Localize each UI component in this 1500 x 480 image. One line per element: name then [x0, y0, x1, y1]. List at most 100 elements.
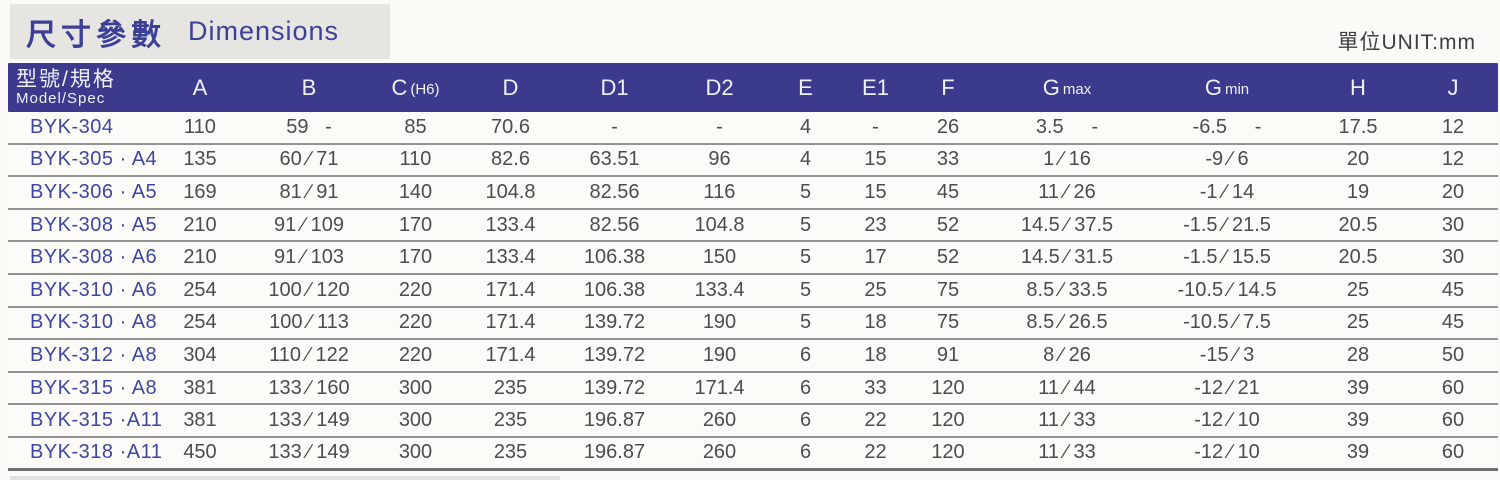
cell-J: 20 [1441, 180, 1465, 203]
cell-A: 110 [184, 115, 216, 138]
header-F: F [941, 74, 955, 100]
cell-Gmax: 14.5 ∕ 37.5 [1020, 213, 1114, 236]
cell-H: 28 [1346, 343, 1370, 366]
cell-model: BYK-304 [30, 115, 114, 138]
cell-D1: 106.38 [583, 278, 646, 301]
cell-Gmin: -12 ∕ 10 [1194, 441, 1260, 464]
header-D2: D2 [705, 74, 734, 100]
cell-D1: 106.38 [583, 246, 646, 269]
cell-E1: 18 [864, 343, 887, 366]
cell-D: 104.8 [485, 180, 536, 203]
cell-D1: 139.72 [583, 376, 646, 399]
cell-H: 39 [1346, 441, 1370, 464]
cell-model: BYK-315 · A8 [30, 376, 158, 399]
model-header-en: Model/Spec [16, 89, 106, 107]
unit-label: 單位UNIT:mm [1337, 31, 1476, 54]
cell-J: 50 [1441, 343, 1465, 366]
cell-Gmin: -15 ∕ 3 [1199, 343, 1255, 366]
cell-D2: 260 [702, 409, 737, 432]
cell-C: 85 [404, 115, 427, 138]
cell-D1: 139.72 [583, 311, 646, 334]
table-row: BYK-310 · A6 254 100 ∕ 120 220 171.4 106.38 13… [8, 274, 1498, 308]
cell-D2: 116 [703, 180, 736, 203]
cell-D: 235 [493, 409, 528, 432]
cell-C: 300 [398, 441, 433, 464]
cell-B: 133 ∕ 149 [268, 409, 350, 432]
cell-Gmin: -1 ∕ 14 [1199, 180, 1255, 203]
cell-H: 20.5 [1338, 213, 1378, 236]
cell-F: 52 [936, 246, 960, 269]
cell-model: BYK-308 · A5 [30, 213, 158, 236]
cell-C: 140 [398, 180, 433, 203]
cell-E1: 17 [864, 246, 887, 269]
cell-D1: 196.87 [583, 441, 646, 464]
header-D1: D1 [600, 74, 629, 100]
cell-D: 133.4 [485, 246, 536, 269]
cell-H: 19 [1346, 180, 1370, 203]
cell-B: 133 ∕ 160 [268, 376, 350, 399]
table-row: BYK-305 · A4 135 60 ∕ 71 110 82.6 63.51 96 4 15 3… [8, 144, 1498, 178]
cell-D2: 171.4 [694, 376, 745, 399]
cell-D: 82.6 [491, 148, 530, 171]
cell-E: 6 [799, 376, 812, 399]
cell-model: BYK-308 · A6 [30, 246, 158, 269]
header-E: E [798, 74, 813, 100]
table-row: BYK-315 ·A11 381 133 ∕ 149 300 235 196.87 260 6… [8, 405, 1498, 438]
header-E1: E1 [862, 74, 889, 100]
cell-F: 120 [931, 376, 965, 399]
cell-model: BYK-305 · A4 [30, 148, 158, 171]
section-title-block: 尺寸參數 Dimensions [10, 4, 390, 59]
cell-B: 91 ∕ 103 [273, 246, 345, 269]
cell-H: 20.5 [1338, 246, 1378, 269]
table-row: BYK-308 · A5 210 91 ∕ 109 170 133.4 82.56 104.… [8, 209, 1498, 243]
cell-Gmax: 8.5 ∕ 26.5 [1026, 311, 1108, 334]
cell-D: 133.4 [485, 213, 536, 236]
header-B: B [301, 74, 317, 100]
cell-B: 100 ∕ 113 [269, 311, 349, 334]
cell-D1: 196.87 [583, 409, 646, 432]
cell-model: BYK-318 ·A11 [30, 441, 163, 464]
cell-D: 235 [493, 376, 528, 399]
cell-E: 5 [799, 180, 812, 203]
cell-Gmin: -12 ∕ 21 [1194, 376, 1260, 399]
cell-B: 59 - [286, 115, 332, 138]
table-row: BYK-304 110 59 - 85 70.6 - - 4 - 26 3.5 - -6.5 - 17.… [8, 112, 1498, 145]
cell-B: 81 ∕ 91 [279, 180, 339, 203]
cell-F: 33 [936, 148, 960, 171]
header-J: J [1447, 74, 1459, 100]
cell-A: 210 [183, 213, 217, 236]
cell-E1: 33 [864, 376, 887, 399]
cell-model: BYK-310 · A8 [30, 311, 158, 334]
cell-Gmax: 11 ∕ 33 [1038, 409, 1096, 432]
cell-E: 5 [799, 213, 812, 236]
cell-E: 5 [799, 246, 812, 269]
cell-B: 133 ∕ 149 [268, 441, 350, 464]
cell-C: 300 [398, 409, 433, 432]
cell-Gmax: 11 ∕ 33 [1038, 441, 1096, 464]
header-model-spec: 型號/規格 Model/Spec [8, 63, 150, 112]
cell-C: 220 [398, 278, 433, 301]
cell-D1: 82.56 [589, 180, 640, 203]
cell-B: 110 ∕ 122 [269, 343, 349, 366]
cell-model: BYK-312 · A8 [30, 343, 158, 366]
cell-E: 6 [799, 409, 812, 432]
cell-D1: 82.56 [589, 213, 640, 236]
cell-E: 4 [799, 148, 812, 171]
cell-B: 60 ∕ 71 [279, 148, 339, 171]
cell-J: 12 [1441, 148, 1465, 171]
cell-Gmin: -10.5 ∕ 7.5 [1183, 311, 1271, 334]
table-body: BYK-304 110 59 - 85 70.6 - - 4 - 26 3.5 - -6.5 - 17.… [8, 112, 1498, 471]
cell-Gmax: 11 ∕ 26 [1038, 180, 1096, 203]
header-D: D [502, 74, 519, 100]
cell-F: 120 [931, 441, 965, 464]
cell-E1: - [872, 115, 879, 138]
cell-F: 120 [931, 409, 965, 432]
cell-model: BYK-306 · A5 [30, 180, 158, 203]
cell-D2: 260 [702, 441, 737, 464]
cell-Gmin: -10.5 ∕ 14.5 [1177, 278, 1277, 301]
cell-E1: 25 [864, 278, 887, 301]
cell-E1: 22 [864, 409, 887, 432]
cell-Gmin: -1.5 ∕ 15.5 [1183, 246, 1271, 269]
cell-A: 381 [183, 376, 217, 399]
